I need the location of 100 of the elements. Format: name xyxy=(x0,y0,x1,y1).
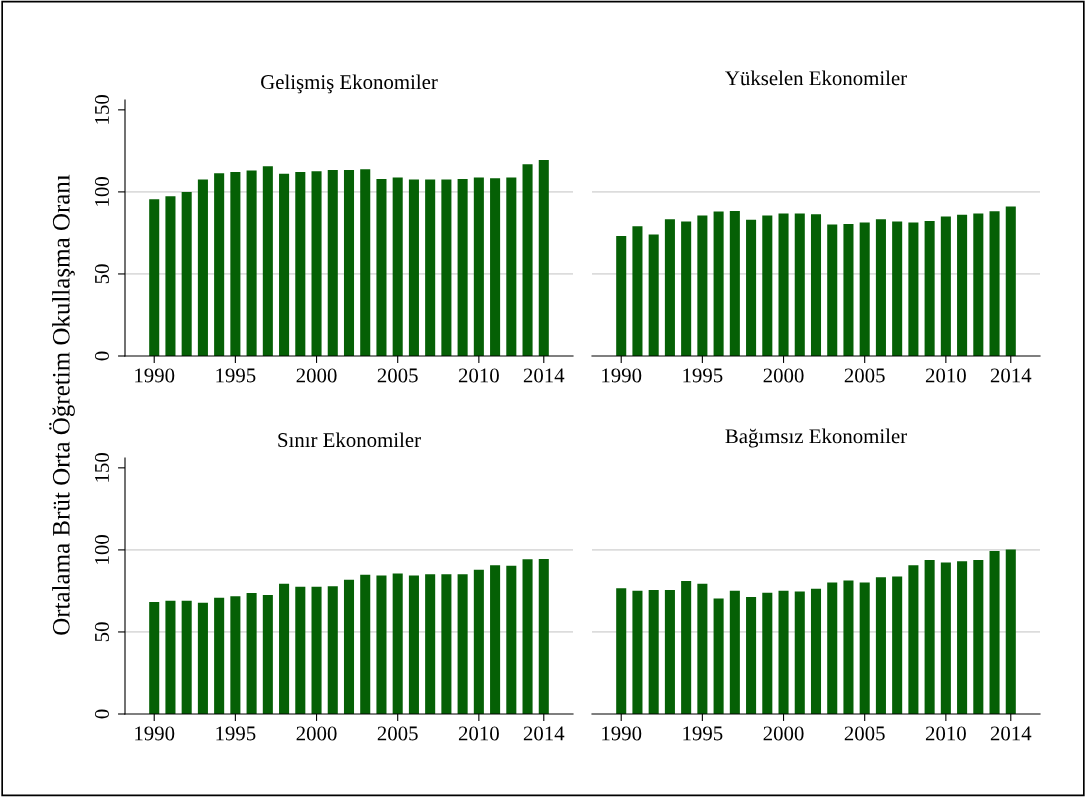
bar xyxy=(392,573,403,714)
bar xyxy=(875,219,886,356)
bar xyxy=(522,559,533,714)
bar xyxy=(729,210,740,356)
bar xyxy=(165,196,176,356)
bar xyxy=(262,595,273,714)
bar xyxy=(181,191,192,356)
bar xyxy=(843,223,854,356)
bar xyxy=(697,215,708,356)
bar xyxy=(616,588,627,714)
bar xyxy=(441,179,452,356)
bar xyxy=(246,593,257,714)
bar xyxy=(681,221,692,356)
bar xyxy=(810,588,822,714)
bar xyxy=(989,550,1000,714)
x-tick-label: 2005 xyxy=(377,726,418,741)
bar xyxy=(762,215,773,356)
y-tick-label: 150 xyxy=(94,453,109,482)
bar xyxy=(908,222,919,356)
bar xyxy=(648,590,659,714)
bar xyxy=(859,222,870,356)
bar xyxy=(376,575,387,714)
bar xyxy=(295,586,306,714)
x-tick-label: 2014 xyxy=(523,368,565,383)
bar xyxy=(794,213,805,356)
x-tick-label: 2014 xyxy=(990,368,1032,383)
bar xyxy=(908,565,919,714)
bar xyxy=(616,235,627,356)
bar xyxy=(973,213,984,356)
bar xyxy=(327,169,338,356)
bar xyxy=(149,602,160,714)
x-tick-label: 2010 xyxy=(458,368,499,383)
x-tick-label: 2010 xyxy=(458,726,499,741)
bar xyxy=(197,602,208,714)
bar xyxy=(165,600,176,714)
bar xyxy=(295,171,306,356)
bar xyxy=(940,562,951,714)
bar xyxy=(522,164,533,356)
bar xyxy=(392,177,403,356)
bar xyxy=(713,211,724,356)
bar xyxy=(664,219,675,356)
bar xyxy=(343,169,355,356)
x-tick-label: 2010 xyxy=(925,726,966,741)
chart-title: Bağımsız Ekonomiler xyxy=(725,428,907,448)
bar xyxy=(538,159,549,356)
bar xyxy=(441,574,452,714)
x-tick-label: 2014 xyxy=(990,726,1032,741)
bar xyxy=(457,574,468,714)
bar xyxy=(875,577,886,714)
bar xyxy=(940,216,951,356)
bar xyxy=(1005,549,1016,714)
bar xyxy=(230,171,241,356)
bar xyxy=(473,569,484,714)
bar xyxy=(408,575,419,714)
bar xyxy=(924,559,935,714)
bar xyxy=(681,581,692,714)
bar xyxy=(490,178,501,356)
bar xyxy=(827,582,838,714)
bar xyxy=(973,559,984,714)
bar xyxy=(632,590,643,714)
bar xyxy=(311,171,322,356)
bar xyxy=(197,179,208,356)
chart-title: Gelişmiş Ekonomiler xyxy=(261,74,438,94)
x-tick-label: 1995 xyxy=(216,726,256,741)
bar xyxy=(632,226,643,356)
x-tick-label: 1990 xyxy=(135,726,175,741)
bar xyxy=(729,590,740,714)
bar xyxy=(989,211,1000,356)
bar xyxy=(279,583,290,714)
bar xyxy=(538,558,549,714)
bar xyxy=(490,565,501,714)
y-tick-label: 50 xyxy=(94,264,109,284)
bar xyxy=(149,199,160,356)
bar xyxy=(697,583,708,714)
bar xyxy=(892,576,903,714)
x-tick-label: 1990 xyxy=(602,368,642,383)
x-tick-label: 2014 xyxy=(523,726,565,741)
bar xyxy=(762,592,773,714)
bar xyxy=(246,170,257,356)
chart-title: Sınır Ekonomiler xyxy=(278,432,421,448)
x-tick-label: 2010 xyxy=(925,368,966,383)
x-tick-label: 2000 xyxy=(763,368,804,383)
y-tick-label: 50 xyxy=(94,622,109,642)
x-tick-label: 2000 xyxy=(296,726,337,741)
bar xyxy=(778,213,789,356)
bar xyxy=(794,591,805,714)
x-tick-label: 1990 xyxy=(135,368,175,383)
y-tick-label: 100 xyxy=(94,177,109,206)
bar xyxy=(713,598,724,714)
x-tick-label: 1990 xyxy=(602,726,642,741)
bar xyxy=(664,590,675,714)
bar xyxy=(279,173,290,356)
bar xyxy=(957,214,968,356)
x-tick-label: 2000 xyxy=(296,368,337,383)
bar xyxy=(746,219,757,356)
bar xyxy=(327,586,338,714)
bar xyxy=(214,173,225,356)
x-tick-label: 1995 xyxy=(683,368,723,383)
y-tick-label: 0 xyxy=(94,709,109,719)
x-tick-label: 1995 xyxy=(216,368,256,383)
